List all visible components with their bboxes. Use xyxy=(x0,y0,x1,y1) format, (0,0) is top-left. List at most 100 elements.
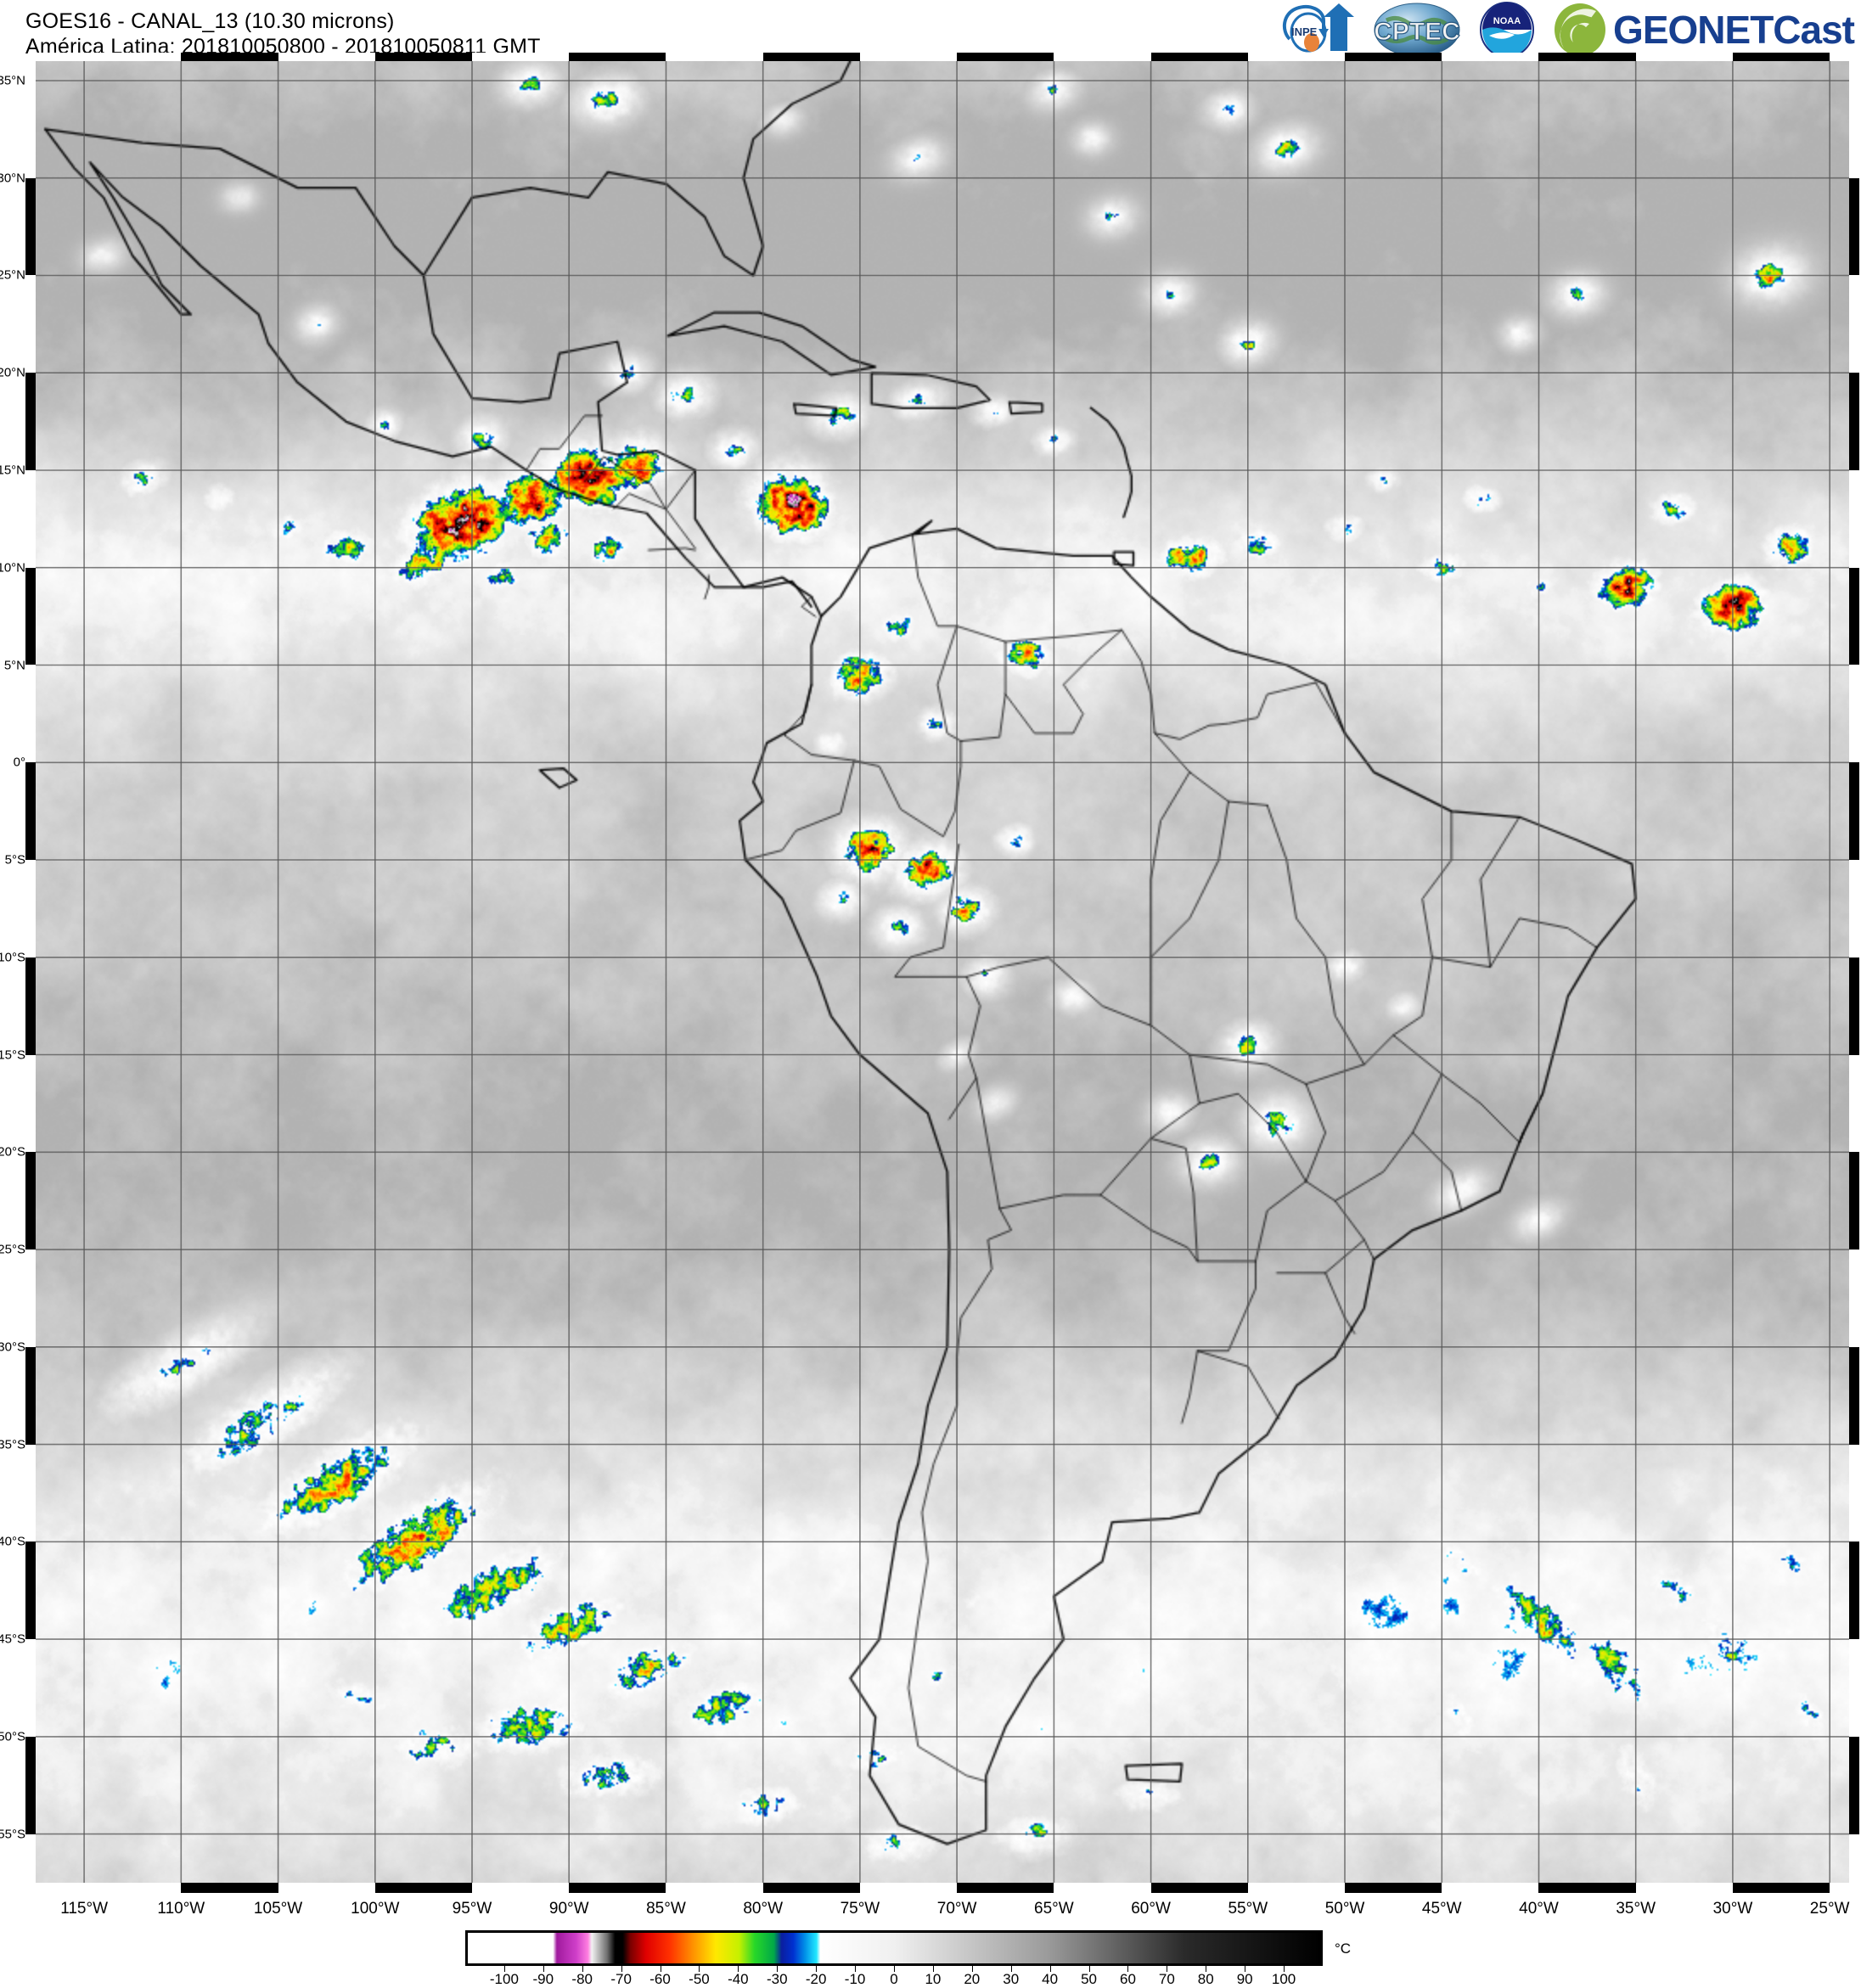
satellite-map[interactable] xyxy=(36,61,1849,1883)
latitude-tick-label: 45°S xyxy=(0,1631,25,1647)
colorbar-tick-label: 70 xyxy=(1158,1971,1175,1987)
latitude-tick-label: 25°N xyxy=(0,267,25,283)
colorbar-tick-label: 20 xyxy=(964,1971,981,1987)
latitude-tick-label: 30°N xyxy=(0,171,25,186)
colorbar-tick xyxy=(1010,1966,1012,1972)
longitude-tick-label: 60°W xyxy=(1131,1900,1171,1918)
colorbar-tick-label: 10 xyxy=(925,1971,942,1987)
longitude-tick-label: 45°W xyxy=(1421,1900,1462,1918)
longitude-tick-label: 80°W xyxy=(743,1900,784,1918)
colorbar-tick-label: -20 xyxy=(805,1971,827,1987)
latitude-tick-label: 35°S xyxy=(0,1437,25,1452)
colorbar-tick-label: -30 xyxy=(766,1971,788,1987)
colorbar xyxy=(465,1930,1323,1966)
longitude-tick-label: 50°W xyxy=(1324,1900,1365,1918)
longitude-tick-label: 30°W xyxy=(1712,1900,1753,1918)
latitude-tick-label: 20°N xyxy=(0,365,25,380)
latitude-tick-label: 40°S xyxy=(0,1534,25,1549)
satellite-image-canvas xyxy=(36,61,1849,1883)
colorbar-tick xyxy=(855,1966,857,1972)
latitude-tick-label: 30°S xyxy=(0,1339,25,1355)
colorbar-tick xyxy=(971,1966,973,1972)
colorbar-tick-label: -60 xyxy=(649,1971,671,1987)
satellite-figure: 35°N 30°N 25°N 20°N 15°N 10°N 5°N 0° 5°S 10°S 15°S… xyxy=(0,53,1861,1918)
longitude-tick-label: 65°W xyxy=(1034,1900,1074,1918)
colorbar-block: -100 -90 -80 -70 -60 -50 -40 -30 -20 -10 0 10 20 30 40… xyxy=(0,1925,1861,1987)
noaa-logo-text: NOAA xyxy=(1493,16,1521,26)
colorbar-tick xyxy=(1049,1966,1051,1972)
latitude-axis-right xyxy=(1849,61,1859,1883)
geonetcast-logo-text: GEONETCast xyxy=(1613,8,1855,52)
colorbar-tick xyxy=(621,1966,622,1972)
colorbar-tick xyxy=(543,1966,544,1972)
longitude-tick-label: 35°W xyxy=(1616,1900,1656,1918)
colorbar-tick xyxy=(816,1966,818,1972)
colorbar-tick-label: 100 xyxy=(1271,1971,1296,1987)
latitude-tick-label: 50°S xyxy=(0,1729,25,1744)
colorbar-gradient xyxy=(468,1933,1320,1963)
latitude-tick-label: 10°N xyxy=(0,560,25,576)
latitude-tick-label: 15°N xyxy=(0,463,25,478)
cptec-logo-text: CPTEC xyxy=(1374,18,1460,46)
noaa-logo: NOAA xyxy=(1476,2,1538,58)
colorbar-tick-label: -10 xyxy=(844,1971,866,1987)
latitude-tick-label: 5°S xyxy=(4,852,25,868)
colorbar-tick-label: 80 xyxy=(1197,1971,1214,1987)
colorbar-tick-label: -70 xyxy=(610,1971,632,1987)
colorbar-tick xyxy=(503,1966,505,1972)
colorbar-tick-label: -80 xyxy=(571,1971,593,1987)
longitude-tick-label: 115°W xyxy=(60,1900,109,1918)
colorbar-tick-label: -90 xyxy=(532,1971,554,1987)
latitude-tick-label: 0° xyxy=(13,755,25,770)
latitude-tick-label: 35°N xyxy=(0,73,25,88)
longitude-tick-label: 105°W xyxy=(253,1900,303,1918)
colorbar-tick-label: -100 xyxy=(489,1971,519,1987)
inpe-logo-text: INPE xyxy=(1291,25,1318,38)
logo-bar: INPE CPTEC xyxy=(1278,2,1855,58)
inpe-logo: INPE xyxy=(1278,2,1359,58)
latitude-tick-label: 15°S xyxy=(0,1047,25,1063)
colorbar-tick xyxy=(894,1966,895,1972)
longitude-axis-bottom xyxy=(36,1883,1849,1893)
latitude-tick-label: 55°S xyxy=(0,1827,25,1842)
longitude-tick-label: 25°W xyxy=(1809,1900,1850,1918)
colorbar-tick xyxy=(1127,1966,1129,1972)
longitude-tick-label: 110°W xyxy=(157,1900,205,1918)
colorbar-tick xyxy=(777,1966,779,1972)
colorbar-tick-label: 30 xyxy=(1003,1971,1020,1987)
longitude-tick-label: 75°W xyxy=(840,1900,880,1918)
colorbar-unit-label: °C xyxy=(1335,1940,1352,1957)
page-title: GOES16 - CANAL_13 (10.30 microns) xyxy=(25,9,395,33)
title-block: GOES16 - CANAL_13 (10.30 microns) Améric… xyxy=(25,8,541,59)
latitude-axis-left xyxy=(25,61,36,1883)
colorbar-tick xyxy=(582,1966,583,1972)
colorbar-tick-label: 50 xyxy=(1081,1971,1097,1987)
colorbar-tick-label: -40 xyxy=(728,1971,749,1987)
noaa-logo-icon: NOAA xyxy=(1480,2,1535,58)
colorbar-tick xyxy=(1088,1966,1090,1972)
geonetcast-logo: GEONETCast xyxy=(1552,2,1855,58)
longitude-axis-top xyxy=(36,53,1849,61)
page-header: GOES16 - CANAL_13 (10.30 microns) Améric… xyxy=(0,0,1861,59)
colorbar-tick xyxy=(932,1966,934,1972)
colorbar-tick-label: 40 xyxy=(1042,1971,1059,1987)
colorbar-tick xyxy=(738,1966,739,1972)
inpe-logo-icon: INPE xyxy=(1282,3,1355,53)
colorbar-tick xyxy=(1284,1966,1285,1972)
latitude-tick-label: 10°S xyxy=(0,950,25,965)
longitude-tick-label: 100°W xyxy=(351,1900,400,1918)
longitude-tick-label: 55°W xyxy=(1228,1900,1268,1918)
geonetcast-swirl-icon xyxy=(1555,3,1606,56)
colorbar-tick-label: -50 xyxy=(689,1971,710,1987)
latitude-tick-label: 25°S xyxy=(0,1242,25,1257)
longitude-tick-label: 95°W xyxy=(452,1900,492,1918)
latitude-tick-label: 5°N xyxy=(3,658,25,672)
cptec-logo: CPTEC xyxy=(1373,2,1462,58)
colorbar-tick-label: 0 xyxy=(890,1971,898,1987)
longitude-tick-label: 90°W xyxy=(548,1900,589,1918)
colorbar-tick xyxy=(699,1966,700,1972)
colorbar-tick-label: 90 xyxy=(1236,1971,1253,1987)
colorbar-tick-label: 60 xyxy=(1119,1971,1136,1987)
longitude-tick-label: 40°W xyxy=(1519,1900,1559,1918)
cptec-logo-icon: CPTEC xyxy=(1374,3,1460,57)
